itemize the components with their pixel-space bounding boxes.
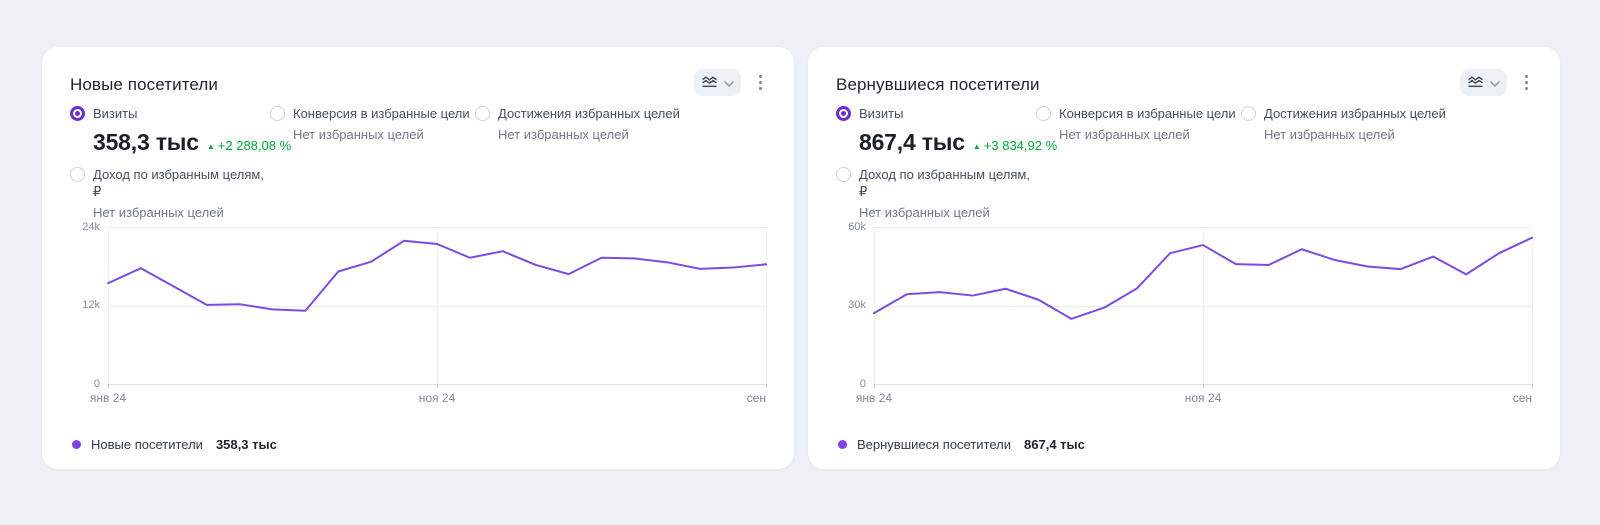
x-axis-tick: янв 24 xyxy=(855,391,893,405)
metric-label: Доход по избранным целям, ₽ xyxy=(859,167,1030,199)
chart-type-button[interactable] xyxy=(1460,69,1507,96)
delta-up-icon: ▲ xyxy=(972,142,981,151)
delta-badge: ▲ +3 834,92 % xyxy=(973,138,1057,153)
metric-label: Конверсия в избранные цели xyxy=(1059,106,1236,121)
legend-item[interactable]: Новые посетители 358,3 тыс xyxy=(72,437,277,452)
metric-option-revenue[interactable]: Доход по избранным целям, ₽ Нет избранны… xyxy=(70,166,270,221)
delta-value: +3 834,92 % xyxy=(983,138,1058,153)
radio-icon[interactable] xyxy=(836,167,851,182)
metric-option-revenue[interactable]: Доход по избранным целям, ₽ Нет избранны… xyxy=(836,166,1036,221)
chart-type-icon xyxy=(701,75,718,91)
x-axis-tick: сен xyxy=(746,391,766,405)
line-chart: 60k 30k 0 янв 24 ноя 24 сен xyxy=(836,221,1533,406)
kebab-menu-button[interactable] xyxy=(1516,69,1536,96)
plot-area[interactable] xyxy=(108,227,767,388)
delta-value: +2 288,08 % xyxy=(217,138,292,153)
delta-up-icon: ▲ xyxy=(206,142,215,151)
legend-value: 358,3 тыс xyxy=(215,437,277,452)
legend-item[interactable]: Вернувшиеся посетители 867,4 тыс xyxy=(838,437,1085,452)
metric-label: Визиты xyxy=(859,106,904,121)
x-axis-tick: янв 24 xyxy=(89,391,127,405)
line-chart: 24k 12k 0 янв 24 ноя 24 сен xyxy=(70,221,767,406)
chevron-down-icon xyxy=(724,75,734,90)
metric-option-visits[interactable]: Визиты 358,3 тыс ▲ +2 288,08 % xyxy=(70,105,291,156)
metric-label: Визиты xyxy=(93,106,138,121)
radio-icon[interactable] xyxy=(1036,106,1051,121)
card-controls xyxy=(694,69,770,96)
radio-selected-icon[interactable] xyxy=(70,106,85,121)
metric-selector: Визиты 358,3 тыс ▲ +2 288,08 % Конверсия… xyxy=(70,105,766,221)
widget-card-new-visitors: Новые посетители xyxy=(42,47,794,469)
series-line xyxy=(874,227,1532,384)
chart-type-button[interactable] xyxy=(694,69,741,96)
chevron-down-icon xyxy=(1490,75,1500,90)
delta-badge: ▲ +2 288,08 % xyxy=(207,138,291,153)
card-controls xyxy=(1460,69,1536,96)
series-dot-icon xyxy=(72,440,81,449)
metric-option-conversion[interactable]: Конверсия в избранные цели Нет избранных… xyxy=(1036,105,1241,156)
metric-label: Достижения избранных целей xyxy=(498,106,680,121)
metric-sublabel: Нет избранных целей xyxy=(859,205,990,220)
metric-sublabel: Нет избранных целей xyxy=(1264,127,1395,142)
metric-label: Достижения избранных целей xyxy=(1264,106,1446,121)
radio-icon[interactable] xyxy=(1241,106,1256,121)
widget-card-returning-visitors: Вернувшиеся посетители xyxy=(808,47,1560,469)
dashboard-row: Новые посетители xyxy=(42,47,1560,469)
metric-sublabel: Нет избранных целей xyxy=(93,205,224,220)
legend-label: Новые посетители xyxy=(91,437,203,452)
metric-label: Доход по избранным целям, ₽ xyxy=(93,167,264,199)
y-axis-tick: 30k xyxy=(848,299,866,311)
card-title: Вернувшиеся посетители xyxy=(836,75,1040,94)
radio-icon[interactable] xyxy=(270,106,285,121)
radio-icon[interactable] xyxy=(475,106,490,121)
x-axis-tick: ноя 24 xyxy=(1184,391,1222,405)
radio-icon[interactable] xyxy=(70,167,85,182)
y-axis-tick: 0 xyxy=(93,378,100,390)
y-axis-tick: 12k xyxy=(82,299,100,311)
y-axis-tick: 24k xyxy=(82,221,100,233)
series-dot-icon xyxy=(838,440,847,449)
x-axis-tick: сен xyxy=(1512,391,1532,405)
plot-area[interactable] xyxy=(874,227,1533,388)
metric-label: Конверсия в избранные цели xyxy=(293,106,470,121)
metric-sublabel: Нет избранных целей xyxy=(1059,127,1190,142)
metric-option-goal-achievements[interactable]: Достижения избранных целей Нет избранных… xyxy=(1241,105,1532,156)
metric-sublabel: Нет избранных целей xyxy=(498,127,629,142)
metric-option-goal-achievements[interactable]: Достижения избранных целей Нет избранных… xyxy=(475,105,766,156)
x-axis-tick: ноя 24 xyxy=(418,391,456,405)
y-axis-tick: 0 xyxy=(859,378,866,390)
metric-option-visits[interactable]: Визиты 867,4 тыс ▲ +3 834,92 % xyxy=(836,105,1057,156)
chart-type-icon xyxy=(1467,75,1484,91)
series-line xyxy=(108,227,766,384)
legend-label: Вернувшиеся посетители xyxy=(857,437,1012,452)
metric-selector: Визиты 867,4 тыс ▲ +3 834,92 % Конверсия… xyxy=(836,105,1532,221)
metric-value: 358,3 тыс xyxy=(93,129,199,155)
y-axis-tick: 60k xyxy=(848,221,866,233)
metric-sublabel: Нет избранных целей xyxy=(293,127,424,142)
legend-value: 867,4 тыс xyxy=(1024,437,1085,452)
radio-selected-icon[interactable] xyxy=(836,106,851,121)
card-title: Новые посетители xyxy=(70,75,218,94)
metric-value: 867,4 тыс xyxy=(859,129,965,155)
kebab-menu-button[interactable] xyxy=(750,69,770,96)
metric-option-conversion[interactable]: Конверсия в избранные цели Нет избранных… xyxy=(270,105,475,156)
